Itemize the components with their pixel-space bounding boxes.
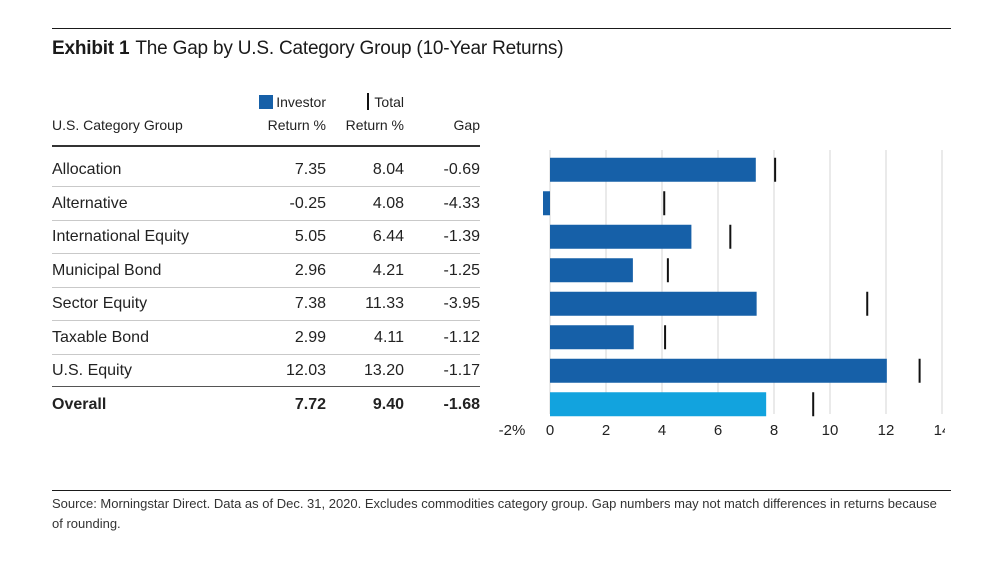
investor-return-cell: 5.05	[294, 228, 326, 245]
gap-cell: -1.17	[443, 362, 480, 379]
table-row: U.S. Equity 12.03 13.20 -1.17	[52, 354, 480, 387]
investor-return-bar	[550, 358, 887, 383]
investor-return-cell: -0.25	[289, 194, 326, 212]
total-return-cell: 4.21	[372, 261, 404, 279]
investor-return-cell: 2.96	[294, 261, 326, 279]
category-cell: Alternative	[52, 194, 128, 212]
total-return-cell: 6.44	[372, 228, 404, 245]
header-total-line1: Total	[330, 91, 404, 114]
gap-cell: -0.69	[443, 161, 480, 178]
header-rule	[52, 145, 480, 147]
category-cell: International Equity	[52, 228, 189, 245]
table-row: Sector Equity 7.38 11.33 -3.95	[52, 287, 480, 321]
investor-return-cell: 7.35	[294, 161, 326, 178]
investor-return-bar	[550, 157, 756, 182]
header-total-line2: Return %	[345, 117, 404, 133]
header-investor: Investor Return %	[250, 91, 326, 137]
investor-return-bar	[550, 325, 634, 350]
table-row: Municipal Bond 2.96 4.21 -1.25	[52, 254, 480, 288]
header-investor-line1: Investor	[250, 91, 326, 114]
header-category: U.S. Category Group	[52, 117, 183, 133]
investor-return-bar	[550, 224, 692, 249]
investor-return-bar	[543, 191, 550, 216]
exhibit-label: Exhibit 1	[52, 38, 130, 59]
investor-return-bar	[550, 392, 767, 417]
investor-legend-swatch	[259, 95, 274, 109]
overall-separator	[52, 386, 480, 387]
table-row: International Equity 5.05 6.44 -1.39	[52, 220, 480, 254]
header-gap: Gap	[453, 117, 480, 133]
gap-cell: -4.33	[443, 194, 480, 212]
investor-return-bar	[550, 291, 757, 316]
gap-cell: -1.25	[443, 261, 480, 279]
total-legend-marker	[367, 93, 370, 110]
x-tick-label: 6	[714, 422, 722, 439]
investor-return-cell: 7.38	[294, 295, 326, 312]
table-row: Alternative -0.25 4.08 -4.33	[52, 187, 480, 221]
x-tick-label: 2	[602, 422, 610, 439]
total-return-cell: 8.04	[372, 161, 404, 178]
title-text: The Gap by U.S. Category Group (10-Year …	[135, 38, 564, 59]
gap-cell: -1.39	[443, 228, 480, 245]
x-tick-label: 8	[770, 422, 778, 439]
x-tick-label: 4	[658, 422, 666, 439]
table-row: Taxable Bond 2.99 4.11 -1.12	[52, 321, 480, 355]
investor-return-cell: 12.03	[285, 362, 326, 379]
x-tick-label: 0	[546, 422, 554, 439]
total-return-cell: 11.33	[365, 295, 404, 312]
x-tick-label: 14	[934, 422, 945, 439]
category-cell: U.S. Equity	[52, 362, 133, 379]
top-rule	[52, 28, 951, 29]
overall-row: Overall 7.72 9.40 -1.68	[52, 388, 480, 421]
category-cell: Overall	[52, 395, 107, 413]
table-row: Allocation 7.35 8.04 -0.69	[52, 153, 480, 187]
category-cell: Municipal Bond	[52, 261, 162, 279]
gap-cell: -3.95	[443, 295, 480, 312]
total-return-cell: 4.11	[374, 328, 404, 346]
exhibit-title: Exhibit 1 The Gap by U.S. Category Group …	[52, 38, 564, 60]
investor-return-bar	[550, 258, 633, 283]
bottom-rule	[52, 490, 951, 491]
investor-return-cell: 2.99	[294, 328, 326, 346]
category-cell: Allocation	[52, 161, 122, 178]
gap-cell: -1.68	[443, 395, 480, 413]
total-return-cell: 4.08	[372, 194, 404, 212]
x-tick-label: 12	[878, 422, 895, 439]
source-note: Source: Morningstar Direct. Data as of D…	[52, 496, 937, 531]
total-return-cell: 13.20	[363, 362, 404, 379]
gap-cell: -1.12	[443, 328, 480, 346]
x-tick-label: 10	[822, 422, 839, 439]
header-investor-line2: Return %	[267, 117, 326, 133]
category-cell: Taxable Bond	[52, 328, 149, 346]
total-return-cell: 9.40	[372, 395, 404, 413]
x-tick-label: -2%	[499, 422, 526, 439]
gap-chart: -2% 0 2 4 6 8 10 12 14	[499, 150, 945, 439]
header-total: Total Return %	[330, 91, 404, 137]
category-cell: Sector Equity	[52, 295, 148, 312]
investor-return-cell: 7.72	[294, 395, 326, 413]
